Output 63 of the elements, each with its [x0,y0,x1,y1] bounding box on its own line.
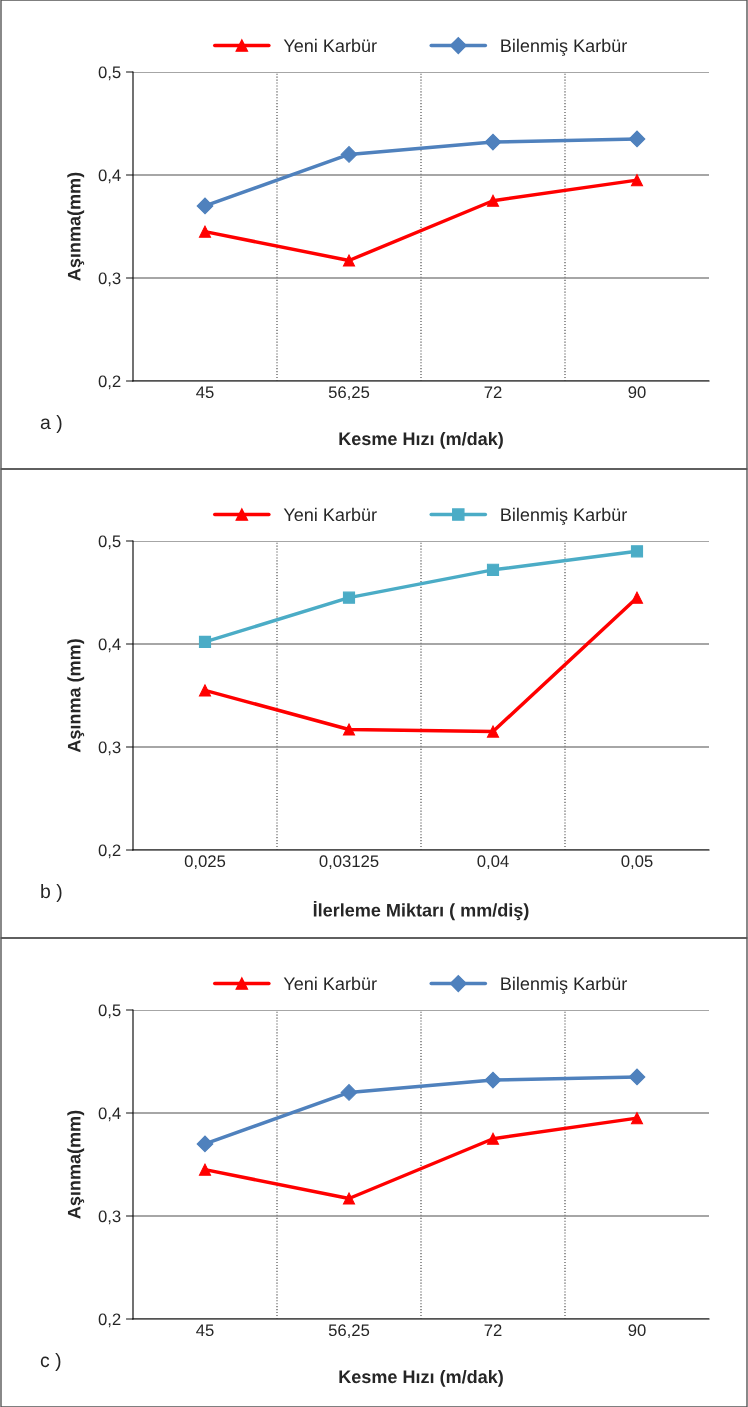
point [628,1068,646,1086]
point [484,1071,502,1089]
y-tick-label: 0,3 [98,1210,121,1225]
y-tick-label: 0,3 [98,741,121,756]
point [630,174,644,187]
point [486,725,500,738]
point [340,146,358,163]
y-tick-label: 0,4 [98,169,121,184]
point [342,723,356,736]
y-tick-label: 0,4 [98,1107,121,1122]
text: a ) [40,414,62,434]
y-tick-label: 0,5 [98,1004,121,1019]
x-axis-title: Kesme Hızı (m/dak) [339,431,503,449]
point [630,1112,644,1125]
point [342,254,356,267]
point [196,1135,214,1153]
point [486,1132,500,1145]
y-tick-label: 0,2 [98,844,121,859]
point [196,197,214,215]
x-tick-label: 0,05 [621,855,653,870]
x-tick-label: 45 [196,386,214,399]
x-tick-label: 72 [484,1324,502,1336]
point [198,1163,212,1176]
x-tick-label: 0,025 [184,855,226,870]
y-tick-label: 0,2 [98,1313,121,1328]
point [486,563,500,576]
legend-label: Yeni Karbür [283,507,377,522]
point [630,591,644,604]
x-tick-label: 72 [484,386,502,398]
legend-label: Bilenmiş Karbür [501,507,627,525]
x-tick-label: 56,25 [328,386,370,401]
point [486,194,500,207]
point [484,133,502,151]
y-axis-title: Aşınma (mm) [67,639,85,753]
y-axis-title: Aşınma(mm) [67,1110,85,1219]
x-tick-label: 90 [628,1324,646,1337]
point [342,1192,356,1205]
point [198,225,212,238]
y-tick-label: 0,4 [98,638,121,653]
x-tick-label: 90 [628,386,646,399]
point [198,684,212,697]
point [630,545,644,558]
text: c ) [40,1352,61,1372]
point [342,591,356,604]
legend-label: Bilenmiş Karbür [501,976,627,994]
legend-label: Bilenmiş Karbür [501,38,627,56]
legend-label: Yeni Karbür [283,38,377,53]
x-tick-label: 56,25 [328,1324,370,1339]
x-tick-label: 0,03125 [319,855,379,870]
y-tick-label: 0,5 [98,66,121,81]
y-axis-title: Aşınma(mm) [67,172,85,281]
x-axis-title: Kesme Hızı (m/dak) [339,1369,503,1387]
x-tick-label: 45 [196,1324,214,1337]
y-tick-label: 0,5 [98,535,121,550]
text: b ) [41,883,62,903]
x-axis-title: İlerleme Miktarı ( mm/diş) [313,900,529,921]
point [340,1084,358,1101]
y-tick-label: 0,3 [98,272,121,287]
y-tick-label: 0,2 [98,375,121,390]
point [628,130,646,148]
point [198,635,212,649]
x-tick-label: 0,04 [477,855,509,870]
legend-label: Yeni Karbür [283,976,377,991]
